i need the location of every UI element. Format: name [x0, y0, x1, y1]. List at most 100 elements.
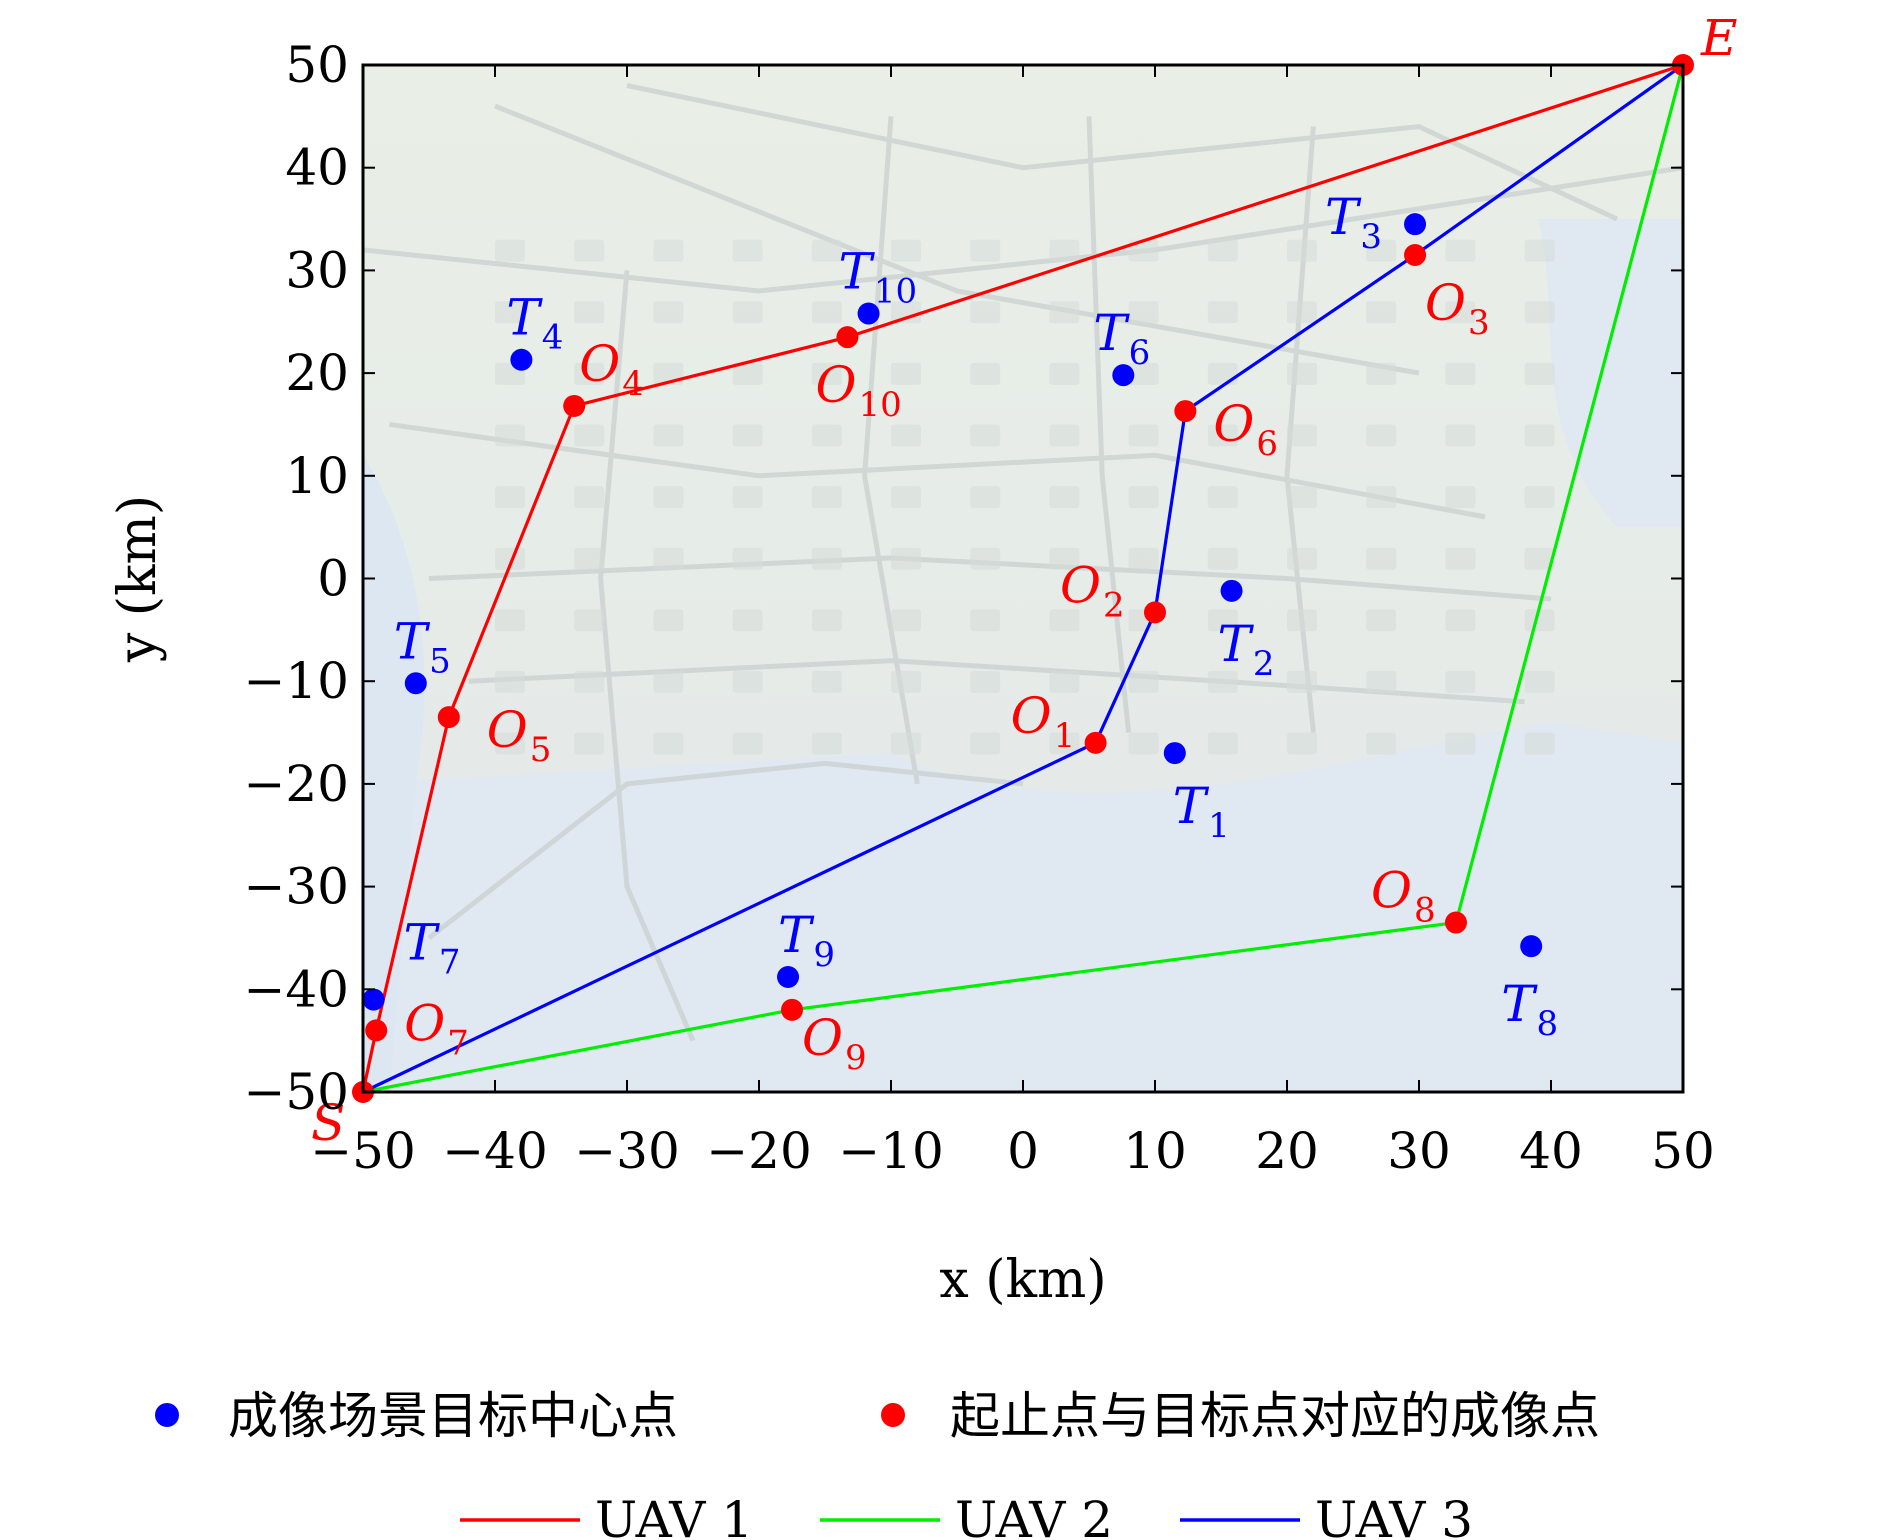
y-tick-label: 30: [285, 241, 349, 299]
map-block: [1287, 609, 1317, 632]
map-block: [653, 301, 684, 324]
imaging-point-o9: [781, 998, 803, 1021]
y-tick-label: −20: [243, 755, 349, 813]
map-block: [970, 424, 1001, 447]
map-block: [811, 670, 842, 693]
map-block: [1049, 486, 1080, 509]
target-label-t6: T6: [1093, 304, 1150, 373]
map-block: [1366, 239, 1397, 262]
map-block: [1287, 670, 1317, 693]
map-block: [495, 732, 525, 755]
map-block: [732, 670, 763, 693]
map-block: [495, 424, 525, 447]
map-block: [1128, 547, 1159, 570]
map-block: [1366, 424, 1397, 447]
imaging-point-o3: [1404, 243, 1427, 266]
map-block: [1366, 670, 1397, 693]
map-block: [1287, 239, 1317, 262]
target-center-point-t4: [510, 348, 533, 371]
map-block: [1445, 301, 1476, 324]
map-block: [1049, 301, 1080, 324]
map-block: [811, 609, 842, 632]
map-block: [653, 547, 684, 570]
imaging-point-o8: [1444, 911, 1467, 934]
map-block: [1049, 609, 1080, 632]
map-block: [653, 732, 684, 755]
map-block: [1366, 486, 1397, 509]
target-center-point-t6: [1112, 364, 1135, 387]
map-block: [1207, 670, 1238, 693]
target-label-t2: T2: [1218, 615, 1275, 684]
map-block: [1287, 486, 1317, 509]
map-block: [1128, 486, 1159, 509]
y-tick-label: 50: [285, 36, 349, 94]
map-water-west: [363, 455, 425, 1092]
map-block: [1049, 732, 1080, 755]
map-block: [1366, 609, 1397, 632]
map-block: [574, 301, 605, 324]
x-tick-label: 30: [1387, 1122, 1451, 1180]
imaging-label-o9: O9: [802, 1009, 867, 1078]
x-tick-label: 0: [1007, 1122, 1039, 1180]
map-block: [970, 732, 1001, 755]
map-block: [891, 609, 921, 632]
map-block: [1445, 239, 1476, 262]
map-block: [1049, 547, 1080, 570]
imaging-label-o6: O6: [1213, 395, 1278, 464]
map-block: [891, 732, 921, 755]
legend-marker-target-center: [155, 1403, 179, 1427]
map-road: [389, 421, 1486, 520]
map-block: [1366, 732, 1397, 755]
target-center-point-t2: [1220, 579, 1243, 602]
map-block: [495, 547, 525, 570]
target-center-point-t10: [857, 302, 880, 325]
map-block: [891, 362, 921, 385]
map-block: [1049, 670, 1080, 693]
x-tick-label: 40: [1519, 1122, 1583, 1180]
map-block: [1287, 301, 1317, 324]
map-block: [1445, 486, 1476, 509]
map-block: [732, 609, 763, 632]
map-block: [732, 301, 763, 324]
map-block: [732, 547, 763, 570]
imaging-point-o5: [437, 706, 460, 729]
x-tick-label: −10: [838, 1122, 944, 1180]
imaging-label-o10: O10: [815, 356, 901, 425]
x-tick-label: 20: [1255, 1122, 1319, 1180]
map-block: [1207, 547, 1238, 570]
target-label-t3: T3: [1325, 188, 1382, 257]
y-tick-label: −40: [243, 960, 349, 1018]
target-center-point-t1: [1163, 742, 1186, 765]
x-tick-label: −40: [442, 1122, 548, 1180]
legend-marker-imaging-point: [881, 1403, 905, 1427]
target-label-t7: T7: [404, 914, 461, 983]
map-block: [1366, 301, 1397, 324]
map-block: [1128, 732, 1159, 755]
axes-layer: −50 −40 −30 −20 −10 0 10 20 30 40 50 −50 −40 −30 −20 −1…: [108, 36, 1715, 1310]
map-block: [891, 301, 921, 324]
y-tick-label: −30: [243, 858, 349, 916]
map-block: [1128, 424, 1159, 447]
target-label-t8: T8: [1501, 975, 1558, 1044]
map-block: [1207, 609, 1238, 632]
map-block: [495, 609, 525, 632]
map-block: [1207, 486, 1238, 509]
map-block: [574, 732, 605, 755]
map-block: [1366, 547, 1397, 570]
map-block: [1128, 239, 1159, 262]
map-block: [574, 239, 605, 262]
target-center-point-t7: [362, 988, 385, 1011]
y-axis-title: y (km): [108, 495, 168, 663]
legend-label-uav-1: UAV 1: [595, 1491, 753, 1540]
map-block: [1207, 424, 1238, 447]
map-road: [1086, 116, 1132, 733]
map-block: [1524, 424, 1555, 447]
legend-label-uav-2: UAV 2: [955, 1491, 1113, 1540]
map-block: [1445, 547, 1476, 570]
map-block: [1524, 609, 1555, 632]
map-block: [1049, 424, 1080, 447]
map-block: [1524, 301, 1555, 324]
target-center-point-t9: [777, 965, 800, 988]
legend-label-target-center: 成像场景目标中心点: [228, 1387, 678, 1445]
